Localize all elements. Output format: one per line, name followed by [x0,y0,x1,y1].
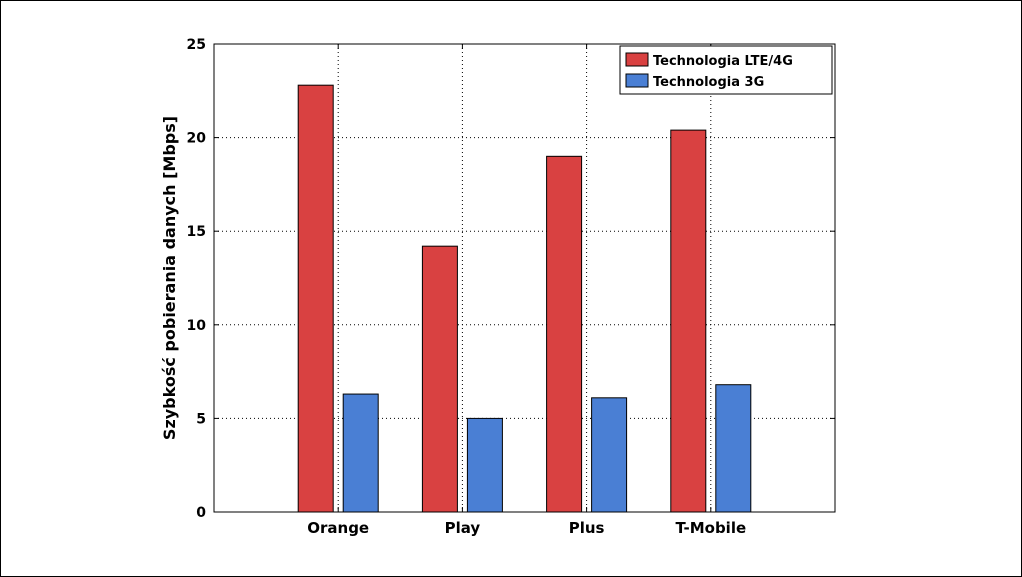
bar-3g-play [466,417,503,513]
bar-3g-plus [591,397,628,513]
y-tick-label: 25 [187,37,206,53]
y-axis-label: Szybkość pobierania danych [Mbps] [160,116,179,440]
plot-area [213,43,836,513]
bar-lte-t-mobile [670,129,707,513]
axis-ticks: 0 5 10 15 20 25 Orange Play Plus T-Mobile [187,37,835,537]
y-tick-label: 20 [187,131,207,147]
y-tick-label: 5 [196,411,206,427]
legend-swatch-lte [625,52,649,67]
legend-label-lte: Technologia LTE/4G [653,54,793,69]
y-tick-label: 15 [187,224,206,240]
x-tick-label: Play [445,519,481,537]
bar-3g-t-mobile [715,384,752,513]
x-tick-label: Orange [307,519,369,537]
x-tick-label: Plus [569,519,605,537]
bar-lte-plus [546,155,583,513]
y-tick-label: 0 [196,505,206,521]
y-tick-label: 10 [187,318,207,334]
bar-lte-play [421,245,458,513]
bar-3g-orange [342,393,379,513]
legend-box [619,45,833,95]
legend-swatch-3g [625,73,649,88]
x-tick-label: T-Mobile [675,519,746,537]
legend: Technologia LTE/4G Technologia 3G [619,45,833,95]
bars [297,84,752,513]
legend-label-3g: Technologia 3G [653,75,764,90]
bar-lte-orange [297,84,334,513]
